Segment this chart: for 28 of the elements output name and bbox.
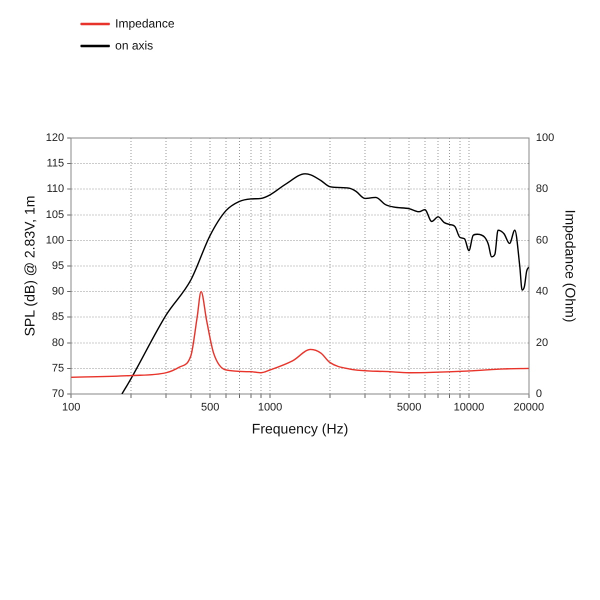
x-tick-label: 500: [201, 402, 220, 414]
y-tick-label: 100: [46, 234, 64, 246]
y-tick-label: 120: [46, 132, 64, 144]
x-tick-label: 20000: [514, 402, 544, 414]
y2-tick-label: 0: [536, 388, 542, 400]
y-tick-label: 70: [52, 388, 64, 400]
y-tick-label: 95: [52, 260, 64, 272]
x-tick-label: 5000: [396, 402, 422, 414]
y-tick-label: 80: [52, 336, 64, 349]
y2-tick-label: 40: [536, 286, 548, 298]
legend-label: on axis: [115, 38, 154, 52]
y-tick-label: 75: [52, 362, 64, 374]
x-tick-label: 1000: [258, 402, 282, 414]
y2-axis-title: Impedance (Ohm): [562, 210, 579, 322]
y-tick-label: 85: [52, 311, 64, 324]
x-tick-label: 100: [62, 402, 80, 414]
y-tick-label: 90: [52, 286, 64, 298]
y-tick-label: 115: [46, 158, 64, 170]
y-axis-title: SPL (dB) @ 2.83V, 1m: [21, 196, 38, 336]
y2-tick-label: 100: [536, 132, 554, 144]
y2-tick-label: 80: [536, 183, 548, 196]
y-tick-label: 110: [46, 183, 64, 196]
y2-tick-label: 20: [536, 336, 548, 349]
y2-tick-label: 60: [536, 234, 548, 246]
x-axis-title: Frequency (Hz): [252, 420, 348, 436]
y-tick-label: 105: [46, 208, 64, 221]
x-tick-label: 10000: [454, 402, 484, 414]
legend-label: Impedance: [115, 16, 175, 30]
